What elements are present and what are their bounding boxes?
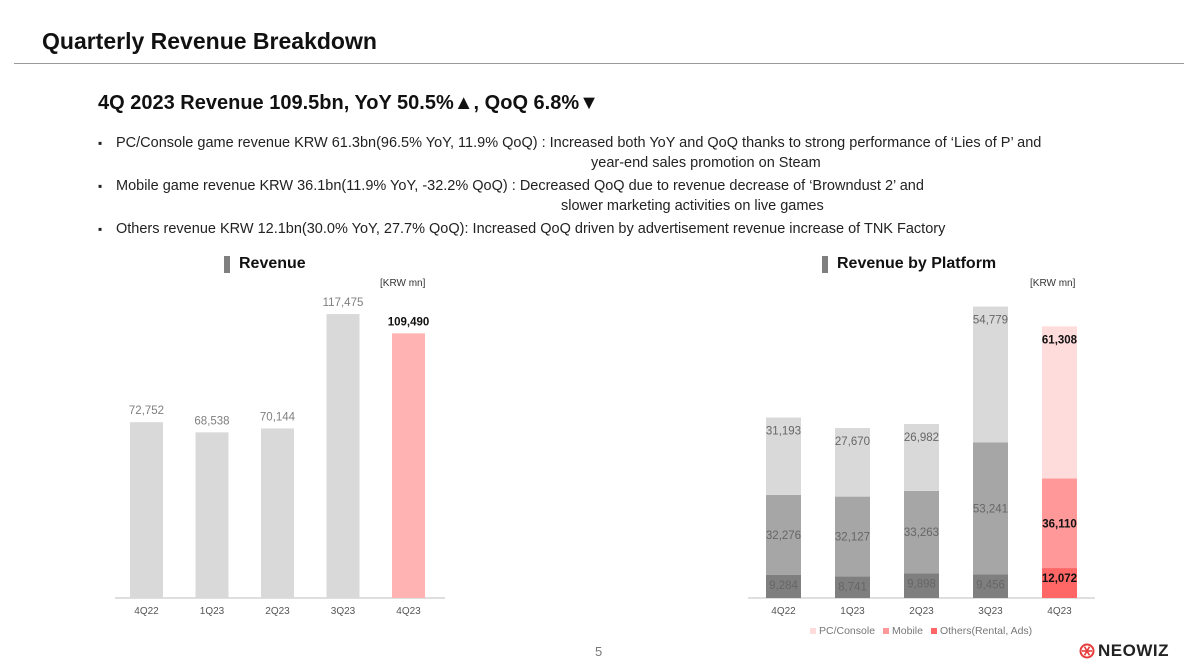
legend-swatch	[883, 628, 890, 634]
segment-others-3Q23	[973, 574, 1008, 598]
x-tick-label: 1Q23	[200, 606, 225, 617]
data-label-2Q23: 70,144	[260, 411, 296, 423]
headline: 4Q 2023 Revenue 109.5bn, YoY 50.5%▲, QoQ…	[98, 92, 599, 114]
data-label-mobile-3Q23: 53,241	[973, 503, 1008, 515]
x-tick-label: 4Q23	[396, 606, 421, 617]
segment-others-4Q22	[766, 574, 801, 598]
bullet-text-continued: year-end sales promotion on Steam	[591, 155, 821, 171]
bar-1Q23	[195, 432, 229, 598]
legend-swatch	[930, 628, 937, 634]
x-tick-label: 4Q22	[771, 606, 796, 617]
x-tick-label: 4Q22	[134, 606, 159, 617]
data-label-3Q23: 117,475	[323, 297, 364, 309]
bullet-mobile: ▪ Mobile game revenue KRW 36.1bn(11.9% Y…	[98, 176, 1138, 216]
page-number: 5	[595, 644, 603, 659]
data-label-1Q23: 68,538	[194, 415, 229, 427]
segment-pc-console-2Q23	[904, 423, 939, 491]
data-label-others-3Q23: 9,456	[976, 580, 1005, 592]
data-label-others-4Q22: 9,284	[769, 580, 798, 592]
bullet-dot: ▪	[98, 222, 103, 236]
bullet-text: PC/Console game revenue KRW 61.3bn(96.5%…	[116, 135, 1042, 151]
bar-2Q23	[261, 428, 294, 598]
logo-text: NEOWIZ	[1098, 641, 1169, 660]
legend-label: Others(Rental, Ads)	[939, 625, 1033, 637]
segment-pc-console-3Q23	[973, 306, 1008, 443]
data-label-4Q22: 72,752	[129, 405, 164, 417]
data-label-pc-console-1Q23: 27,670	[835, 436, 870, 448]
title-marker	[224, 255, 230, 273]
platform-chart-unit: [KRW mn]	[1030, 278, 1076, 289]
segment-others-1Q23	[835, 576, 870, 598]
neowiz-logo: NEOWIZ	[1079, 641, 1169, 661]
page-title: Quarterly Revenue Breakdown	[42, 28, 377, 54]
segment-others-4Q23	[1042, 568, 1077, 598]
x-tick-label: 2Q23	[909, 606, 934, 617]
data-label-4Q23: 109,490	[388, 316, 430, 328]
data-label-others-4Q23: 12,072	[1042, 573, 1077, 585]
revenue-chart-unit: [KRW mn]	[380, 278, 426, 289]
data-label-others-2Q23: 9,898	[907, 578, 936, 590]
bullet-text: Others revenue KRW 12.1bn(30.0% YoY, 27.…	[116, 221, 946, 237]
revenue-chart-title-text: Revenue	[239, 255, 306, 272]
x-tick-label: 3Q23	[331, 606, 356, 617]
x-tick-label: 2Q23	[265, 606, 290, 617]
bullet-text-continued: slower marketing activities on live game…	[561, 198, 824, 214]
legend-label: PC/Console	[819, 625, 876, 637]
segment-mobile-3Q23	[973, 442, 1008, 575]
bullet-dot: ▪	[98, 179, 103, 193]
platform-legend: PC/Console Mobile Others(Rental, Ads)	[810, 625, 1032, 637]
segment-mobile-4Q23	[1042, 478, 1077, 569]
data-label-pc-console-2Q23: 26,982	[904, 432, 939, 444]
x-tick-label: 3Q23	[978, 606, 1003, 617]
segment-pc-console-1Q23	[835, 427, 870, 497]
segment-others-2Q23	[904, 573, 939, 598]
bullet-text: Mobile game revenue KRW 36.1bn(11.9% YoY…	[116, 178, 924, 194]
data-label-pc-console-3Q23: 54,779	[973, 315, 1008, 327]
revenue-chart-title: Revenue	[224, 255, 306, 273]
title-marker	[822, 255, 828, 273]
segment-pc-console-4Q22	[766, 417, 801, 495]
revenue-chart: 72,752 4Q22 68,538 1Q23 70,144 2Q23 117,475 3Q2…	[115, 297, 445, 617]
legend-item-pc-console: PC/Console	[810, 625, 875, 637]
bullet-dot: ▪	[98, 136, 103, 150]
logo-mark-icon	[1079, 643, 1095, 659]
bar-4Q22	[130, 422, 163, 598]
platform-chart-title: Revenue by Platform	[822, 255, 996, 273]
data-label-pc-console-4Q22: 31,193	[766, 425, 801, 437]
segment-pc-console-4Q23	[1042, 326, 1077, 479]
x-tick-label: 4Q23	[1047, 606, 1072, 617]
bullet-others: ▪ Others revenue KRW 12.1bn(30.0% YoY, 2…	[98, 219, 1138, 239]
legend-item-mobile: Mobile	[883, 625, 923, 637]
legend-label: Mobile	[892, 625, 923, 637]
title-divider	[14, 63, 1184, 64]
bullet-pc-console: ▪ PC/Console game revenue KRW 61.3bn(96.…	[98, 133, 1138, 173]
bar-3Q23	[326, 314, 360, 598]
data-label-mobile-4Q23: 36,110	[1042, 518, 1077, 530]
data-label-others-1Q23: 8,741	[838, 581, 867, 593]
x-tick-label: 1Q23	[840, 606, 865, 617]
bullet-list: ▪ PC/Console game revenue KRW 61.3bn(96.…	[98, 133, 1138, 242]
data-label-mobile-2Q23: 33,263	[904, 527, 939, 539]
legend-swatch	[810, 628, 816, 634]
legend-item-others: Others(Rental, Ads)	[930, 625, 1033, 637]
segment-mobile-1Q23	[835, 496, 870, 577]
data-label-mobile-4Q22: 32,276	[766, 530, 801, 542]
data-label-mobile-1Q23: 32,127	[835, 531, 870, 543]
data-label-pc-console-4Q23: 61,308	[1042, 334, 1078, 346]
platform-chart: 9,284 32,276 31,193 4Q22 8,741 32,127 27,670 1Q…	[748, 306, 1095, 617]
platform-chart-title-text: Revenue by Platform	[837, 255, 997, 272]
segment-mobile-2Q23	[904, 490, 939, 574]
bar-4Q23	[392, 333, 425, 598]
segment-mobile-4Q22	[766, 494, 801, 575]
